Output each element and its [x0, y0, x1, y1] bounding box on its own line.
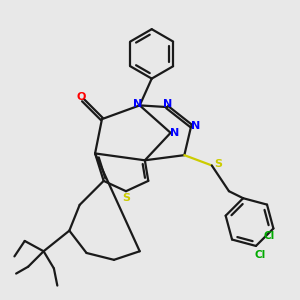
Text: S: S [214, 159, 222, 169]
Text: N: N [170, 128, 180, 138]
Text: Cl: Cl [264, 231, 275, 241]
Text: N: N [163, 99, 172, 109]
Text: Cl: Cl [254, 250, 266, 260]
Text: N: N [191, 121, 201, 131]
Text: N: N [134, 99, 142, 109]
Text: S: S [122, 193, 130, 203]
Text: O: O [77, 92, 86, 103]
